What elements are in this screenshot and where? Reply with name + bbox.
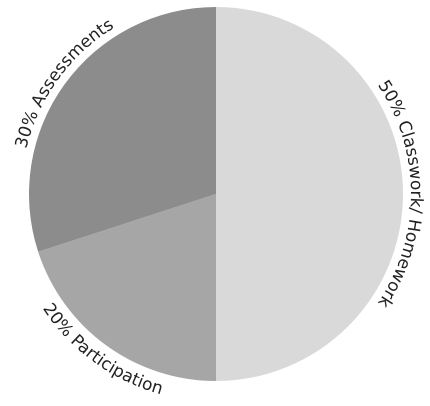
pie-slice [38, 194, 216, 381]
pie-slices [28, 7, 403, 381]
pie-slice [28, 7, 216, 252]
pie-slice [216, 7, 403, 381]
